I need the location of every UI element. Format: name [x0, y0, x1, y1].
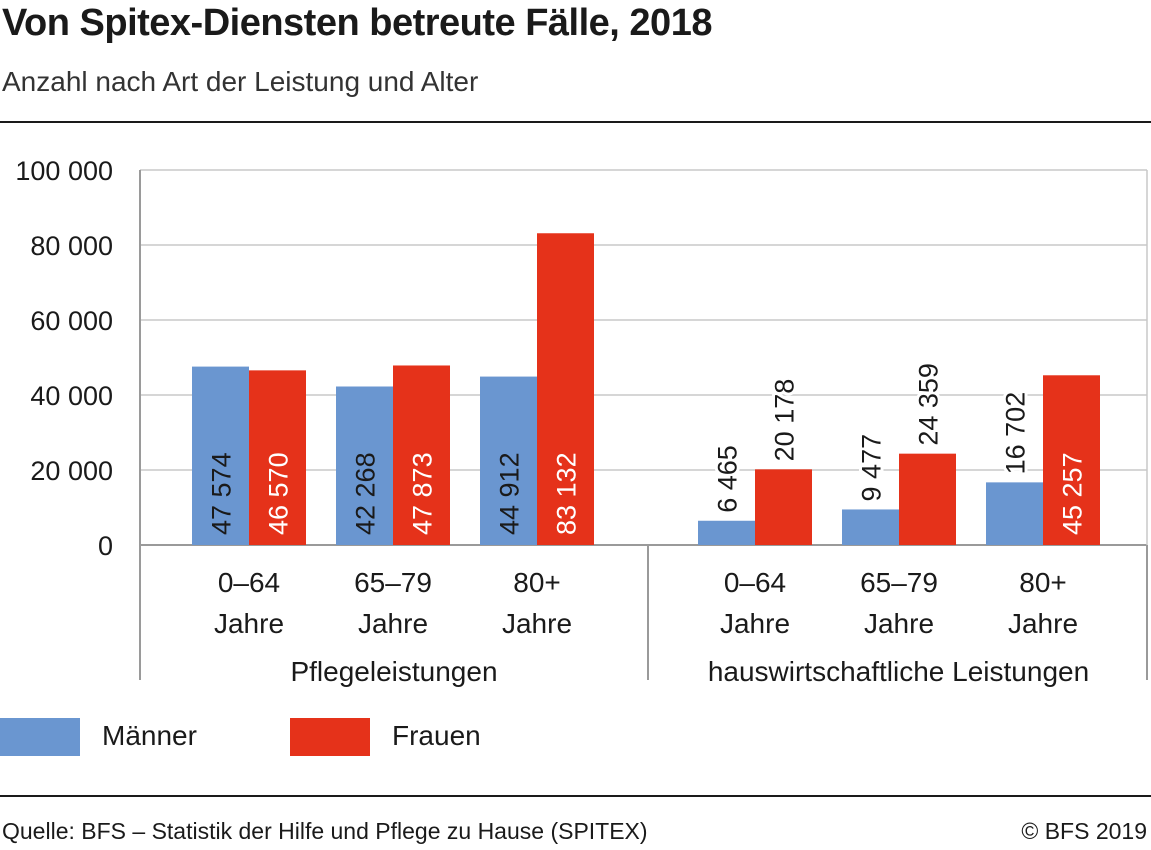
- bar-value-label: 24 359: [914, 363, 944, 446]
- x-group-label: hauswirtschaftliche Leistungen: [708, 656, 1089, 687]
- x-category-label: Jahre: [720, 608, 790, 639]
- x-category-label: Jahre: [502, 608, 572, 639]
- x-category-label: 0–64: [218, 567, 280, 598]
- x-category-label: 65–79: [860, 567, 938, 598]
- x-category-label: Jahre: [1008, 608, 1078, 639]
- bar-value-label: 44 912: [495, 452, 525, 535]
- y-tick-label: 0: [98, 531, 113, 561]
- bottom-divider: [0, 795, 1151, 797]
- bar-maenner: [698, 520, 755, 545]
- bar-value-label: 46 570: [264, 452, 294, 535]
- bar-frauen: [393, 365, 450, 545]
- y-tick-label: 100 000: [15, 156, 113, 186]
- bar-value-label: 47 574: [207, 452, 237, 535]
- top-divider: [0, 121, 1151, 123]
- bar-value-label: 6 465: [713, 445, 743, 513]
- x-category-label: 0–64: [724, 567, 786, 598]
- bar-frauen: [899, 453, 956, 545]
- bar-frauen: [249, 370, 306, 545]
- bar-value-label: 42 268: [351, 452, 381, 535]
- bar-maenner: [192, 366, 249, 545]
- bar-frauen: [755, 469, 812, 545]
- x-category-label: Jahre: [358, 608, 428, 639]
- x-category-label: 65–79: [354, 567, 432, 598]
- bar-frauen: [537, 233, 594, 545]
- bar-frauen: [1043, 375, 1100, 545]
- x-category-label: Jahre: [864, 608, 934, 639]
- bar-chart: 0 20 000 40 000 60 000 80 000 100 000 47 574 46…: [15, 156, 1148, 687]
- x-group-label: Pflegeleistungen: [290, 656, 497, 687]
- y-tick-label: 40 000: [30, 381, 113, 411]
- x-category-label: 80+: [1019, 567, 1067, 598]
- legend-swatch-maenner: [0, 718, 80, 756]
- legend-label-frauen: Frauen: [392, 720, 481, 751]
- y-tick-label: 20 000: [30, 456, 113, 486]
- y-tick-label: 80 000: [30, 231, 113, 261]
- chart-title: Von Spitex-Diensten betreute Fälle, 2018: [2, 2, 712, 44]
- legend-label-maenner: Männer: [102, 720, 197, 751]
- bar-value-label: 20 178: [770, 379, 800, 462]
- bar-value-label: 47 873: [408, 452, 438, 535]
- bar-maenner: [480, 376, 537, 545]
- bar-value-label: 45 257: [1058, 452, 1088, 535]
- bar-maenner: [842, 509, 899, 545]
- copyright-note: © BFS 2019: [1021, 818, 1147, 844]
- chart-subtitle: Anzahl nach Art der Leistung und Alter: [2, 66, 479, 97]
- bar-maenner: [986, 482, 1043, 545]
- bar-value-label: 16 702: [1001, 392, 1031, 475]
- source-note: Quelle: BFS – Statistik der Hilfe und Pf…: [2, 818, 648, 844]
- x-category-label: 80+: [513, 567, 561, 598]
- x-category-label: Jahre: [214, 608, 284, 639]
- bar-value-label: 9 477: [857, 434, 887, 502]
- bar-maenner: [336, 386, 393, 545]
- legend-swatch-frauen: [290, 718, 370, 756]
- y-tick-label: 60 000: [30, 306, 113, 336]
- bar-value-label: 83 132: [552, 452, 582, 535]
